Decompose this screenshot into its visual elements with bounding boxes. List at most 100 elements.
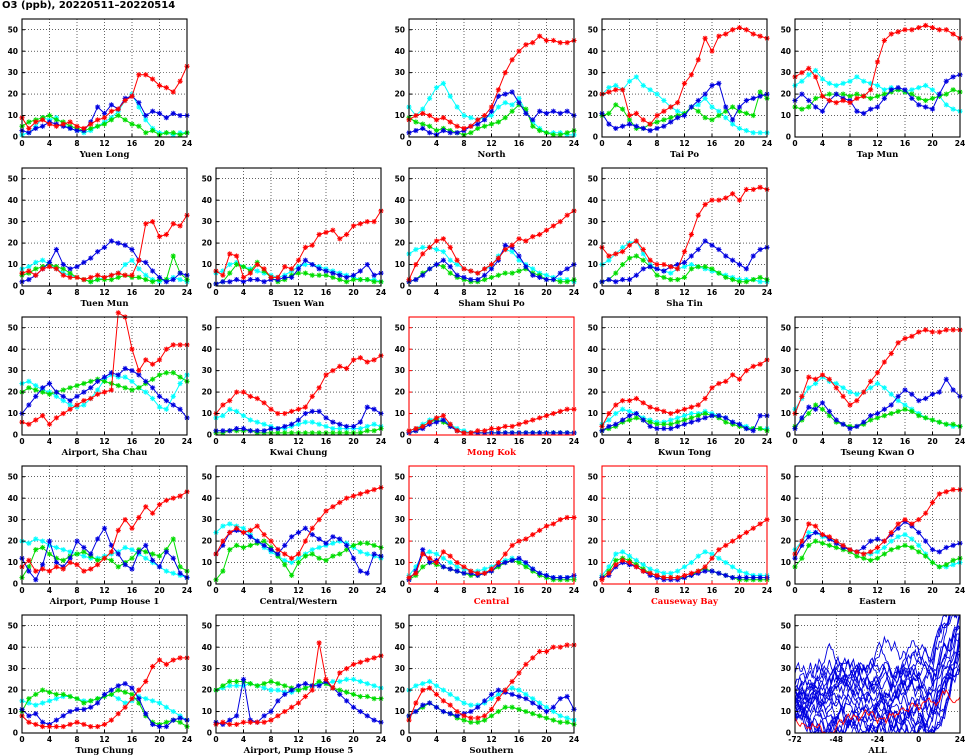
- panel-title: Kwun Tong: [658, 448, 711, 458]
- y-tick-label: 50: [202, 323, 212, 332]
- x-tick-label: 4: [627, 288, 632, 297]
- data-point-cyan: [357, 425, 363, 432]
- data-point-red: [129, 525, 135, 531]
- data-point-red: [447, 119, 453, 125]
- data-point-cyan: [868, 385, 874, 391]
- data-point-blue: [716, 80, 722, 86]
- data-point-red: [647, 404, 653, 410]
- y-tick-label: 20: [588, 537, 598, 546]
- data-point-green: [364, 428, 370, 434]
- x-tick-label: 0: [599, 437, 604, 446]
- data-point-red: [482, 112, 488, 119]
- data-point-blue: [482, 698, 488, 704]
- data-point-cyan: [433, 246, 440, 253]
- x-tick-label: 12: [679, 139, 689, 148]
- data-point-green: [757, 425, 763, 432]
- data-point-green: [53, 691, 59, 697]
- data-point-red: [633, 238, 639, 244]
- data-point-red: [819, 372, 826, 378]
- data-point-red: [371, 655, 377, 661]
- data-point-cyan: [330, 540, 336, 546]
- data-point-red: [695, 568, 701, 574]
- data-point-cyan: [33, 259, 39, 265]
- data-point-red: [323, 508, 329, 514]
- data-point-blue: [902, 387, 908, 393]
- data-point-red: [929, 499, 936, 506]
- data-point-cyan: [723, 559, 729, 566]
- y-tick-label: 30: [781, 366, 791, 375]
- data-point-green: [95, 276, 101, 283]
- data-point-blue: [357, 708, 363, 715]
- data-point-cyan: [150, 395, 156, 402]
- data-point-red: [156, 82, 163, 89]
- y-tick-label: 10: [588, 409, 598, 418]
- data-point-red: [902, 335, 908, 342]
- data-point-blue: [53, 717, 59, 723]
- data-point-red: [295, 257, 302, 263]
- data-point-cyan: [433, 683, 440, 689]
- data-point-green: [488, 713, 495, 719]
- data-point-green: [350, 542, 357, 548]
- data-point-blue: [67, 708, 73, 715]
- data-point-red: [357, 491, 363, 497]
- data-point-blue: [427, 559, 433, 566]
- data-point-blue: [688, 104, 694, 110]
- data-point-green: [60, 691, 66, 697]
- data-point-red: [420, 551, 426, 557]
- data-point-red: [115, 106, 121, 112]
- data-point-cyan: [323, 423, 329, 430]
- data-point-blue: [495, 687, 501, 693]
- data-point-red: [681, 80, 688, 86]
- x-tick-label: 0: [213, 735, 218, 744]
- data-point-cyan: [757, 130, 763, 136]
- data-point-red: [150, 510, 156, 516]
- data-point-blue: [364, 713, 370, 719]
- x-tick-label: 16: [900, 139, 910, 148]
- data-point-cyan: [413, 246, 419, 253]
- data-point-red: [929, 24, 936, 31]
- y-tick-label: 20: [395, 239, 405, 248]
- x-tick-label: 8: [74, 139, 79, 148]
- data-point-red: [316, 640, 322, 646]
- data-point-red: [302, 244, 308, 250]
- data-point-red: [702, 564, 708, 570]
- data-point-red: [757, 521, 763, 527]
- data-point-red: [537, 33, 543, 39]
- data-point-blue: [337, 421, 343, 427]
- y-tick-label: 40: [588, 494, 598, 503]
- data-point-green: [557, 719, 563, 725]
- data-point-cyan: [874, 380, 881, 387]
- data-point-blue: [675, 115, 681, 121]
- x-tick-label: 16: [707, 288, 717, 297]
- x-tick-label: 16: [321, 288, 331, 297]
- data-point-red: [81, 721, 87, 728]
- data-point-red: [156, 657, 163, 663]
- data-point-blue: [302, 525, 308, 531]
- data-point-green: [909, 544, 915, 551]
- data-point-cyan: [620, 549, 626, 555]
- data-point-green: [420, 564, 426, 570]
- data-point-green: [564, 130, 570, 136]
- x-tick-label: 8: [74, 586, 79, 595]
- data-point-cyan: [495, 691, 501, 697]
- data-point-red: [640, 117, 646, 123]
- data-point-green: [668, 276, 674, 283]
- data-point-blue: [688, 419, 694, 425]
- data-point-red: [46, 121, 53, 127]
- data-point-blue: [661, 268, 667, 274]
- data-point-red: [888, 350, 894, 357]
- data-point-blue: [33, 393, 39, 399]
- data-point-red: [695, 402, 701, 408]
- data-point-blue: [122, 681, 128, 687]
- y-tick-label: 20: [8, 537, 18, 546]
- data-point-blue: [709, 568, 715, 574]
- data-point-blue: [275, 698, 281, 704]
- data-point-red: [150, 663, 156, 670]
- data-point-green: [177, 132, 183, 138]
- data-point-red: [675, 574, 681, 581]
- x-tick-label: 12: [679, 288, 689, 297]
